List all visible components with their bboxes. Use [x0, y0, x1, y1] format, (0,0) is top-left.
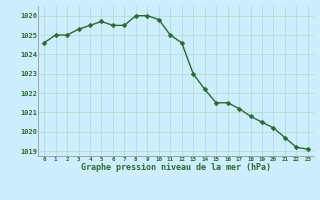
X-axis label: Graphe pression niveau de la mer (hPa): Graphe pression niveau de la mer (hPa) — [81, 163, 271, 172]
